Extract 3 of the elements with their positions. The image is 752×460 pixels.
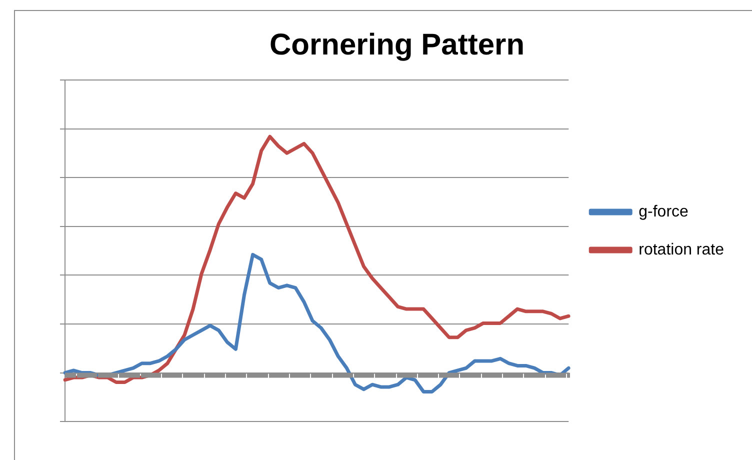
legend-label: rotation rate	[638, 241, 724, 258]
legend-label: g-force	[638, 203, 689, 220]
chart-title: Cornering Pattern	[269, 28, 525, 62]
